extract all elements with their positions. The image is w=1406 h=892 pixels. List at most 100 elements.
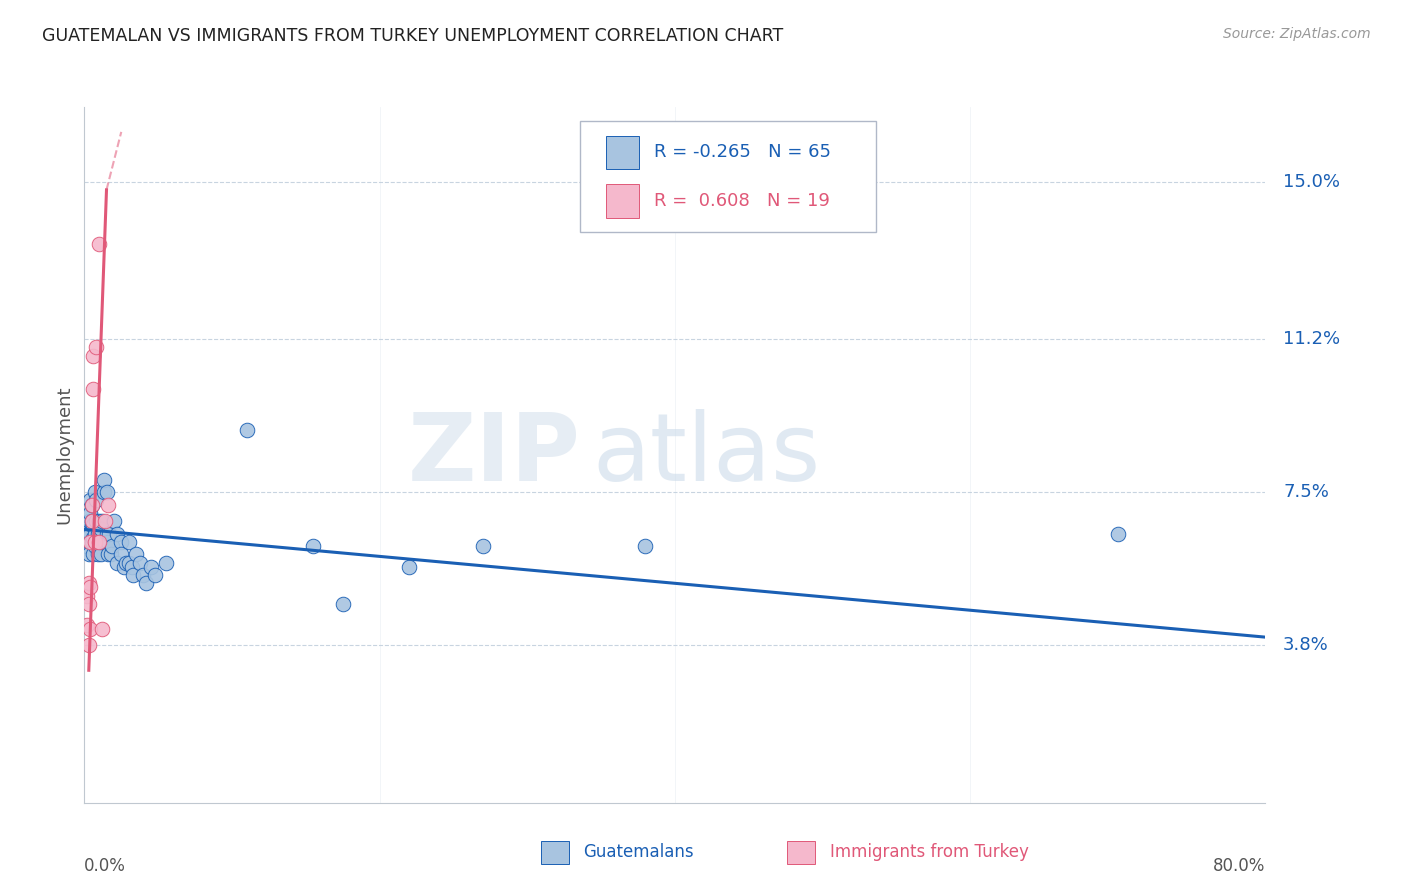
Point [143,568,166,582]
Point [97,547,120,561]
Point [100,547,122,561]
Point [114,556,136,570]
Point [77,535,100,549]
Text: Immigrants from Turkey: Immigrants from Turkey [830,843,1028,861]
Point [1107,526,1129,541]
Point [93,473,115,487]
Point [77,576,100,591]
Point [79,506,101,520]
Point [77,597,100,611]
Point [93,485,115,500]
Point [82,349,104,363]
Point [86,526,108,541]
Point [129,556,152,570]
Text: R = -0.265   N = 65: R = -0.265 N = 65 [654,144,831,161]
Point [96,485,118,500]
Point [118,556,141,570]
Point [84,340,107,354]
Point [634,539,657,553]
Point [472,539,495,553]
Point [86,547,108,561]
Point [125,547,148,561]
Point [101,539,124,553]
Point [96,526,118,541]
Text: R =  0.608   N = 19: R = 0.608 N = 19 [654,192,830,210]
Point [76,531,98,545]
Point [87,535,111,549]
Text: 3.8%: 3.8% [1284,636,1329,655]
Point [79,622,101,636]
Point [83,539,105,553]
Point [87,535,111,549]
Point [132,568,155,582]
Point [77,547,100,561]
Point [77,639,100,653]
Text: 15.0%: 15.0% [1284,172,1340,191]
Point [90,547,112,561]
Point [398,559,420,574]
Point [84,535,107,549]
Point [135,576,157,591]
Point [80,535,103,549]
FancyBboxPatch shape [606,185,640,218]
Point [112,559,135,574]
Point [91,535,114,549]
Point [77,514,100,528]
Point [118,535,141,549]
Point [87,514,111,528]
Text: GUATEMALAN VS IMMIGRANTS FROM TURKEY UNEMPLOYMENT CORRELATION CHART: GUATEMALAN VS IMMIGRANTS FROM TURKEY UNE… [42,27,783,45]
Point [90,523,112,537]
Point [83,485,105,500]
Text: atlas: atlas [592,409,821,501]
Point [103,514,125,528]
Point [82,531,104,545]
Point [80,514,103,528]
Point [80,518,103,533]
FancyBboxPatch shape [606,136,640,169]
Point [98,526,121,541]
Point [82,382,104,396]
Point [110,535,132,549]
Point [97,535,120,549]
Point [94,535,117,549]
Point [84,493,107,508]
Point [80,514,103,528]
Point [110,547,132,561]
Point [75,523,97,537]
Point [76,539,98,553]
Text: ZIP: ZIP [408,409,581,501]
Point [79,535,101,549]
Point [79,526,101,541]
Point [302,539,325,553]
Point [79,493,101,508]
Point [139,559,162,574]
Text: 80.0%: 80.0% [1213,856,1265,875]
Point [97,498,120,512]
FancyBboxPatch shape [581,121,876,232]
Point [105,556,128,570]
Point [235,423,259,437]
Y-axis label: Unemployment: Unemployment [55,385,73,524]
Point [83,526,105,541]
Text: Source: ZipAtlas.com: Source: ZipAtlas.com [1223,27,1371,41]
Point [87,236,111,251]
Text: Guatemalans: Guatemalans [583,843,695,861]
Point [76,617,98,632]
Point [94,514,117,528]
Point [155,556,177,570]
Point [84,514,107,528]
Point [80,498,103,512]
Point [91,622,114,636]
Point [82,518,104,533]
Point [76,589,98,603]
Point [83,535,105,549]
Point [91,514,114,528]
Point [79,581,101,595]
Text: 11.2%: 11.2% [1284,330,1340,348]
Point [121,559,143,574]
Text: 0.0%: 0.0% [84,856,127,875]
Point [82,547,104,561]
Point [122,568,145,582]
Point [332,597,354,611]
Text: 7.5%: 7.5% [1284,483,1329,501]
